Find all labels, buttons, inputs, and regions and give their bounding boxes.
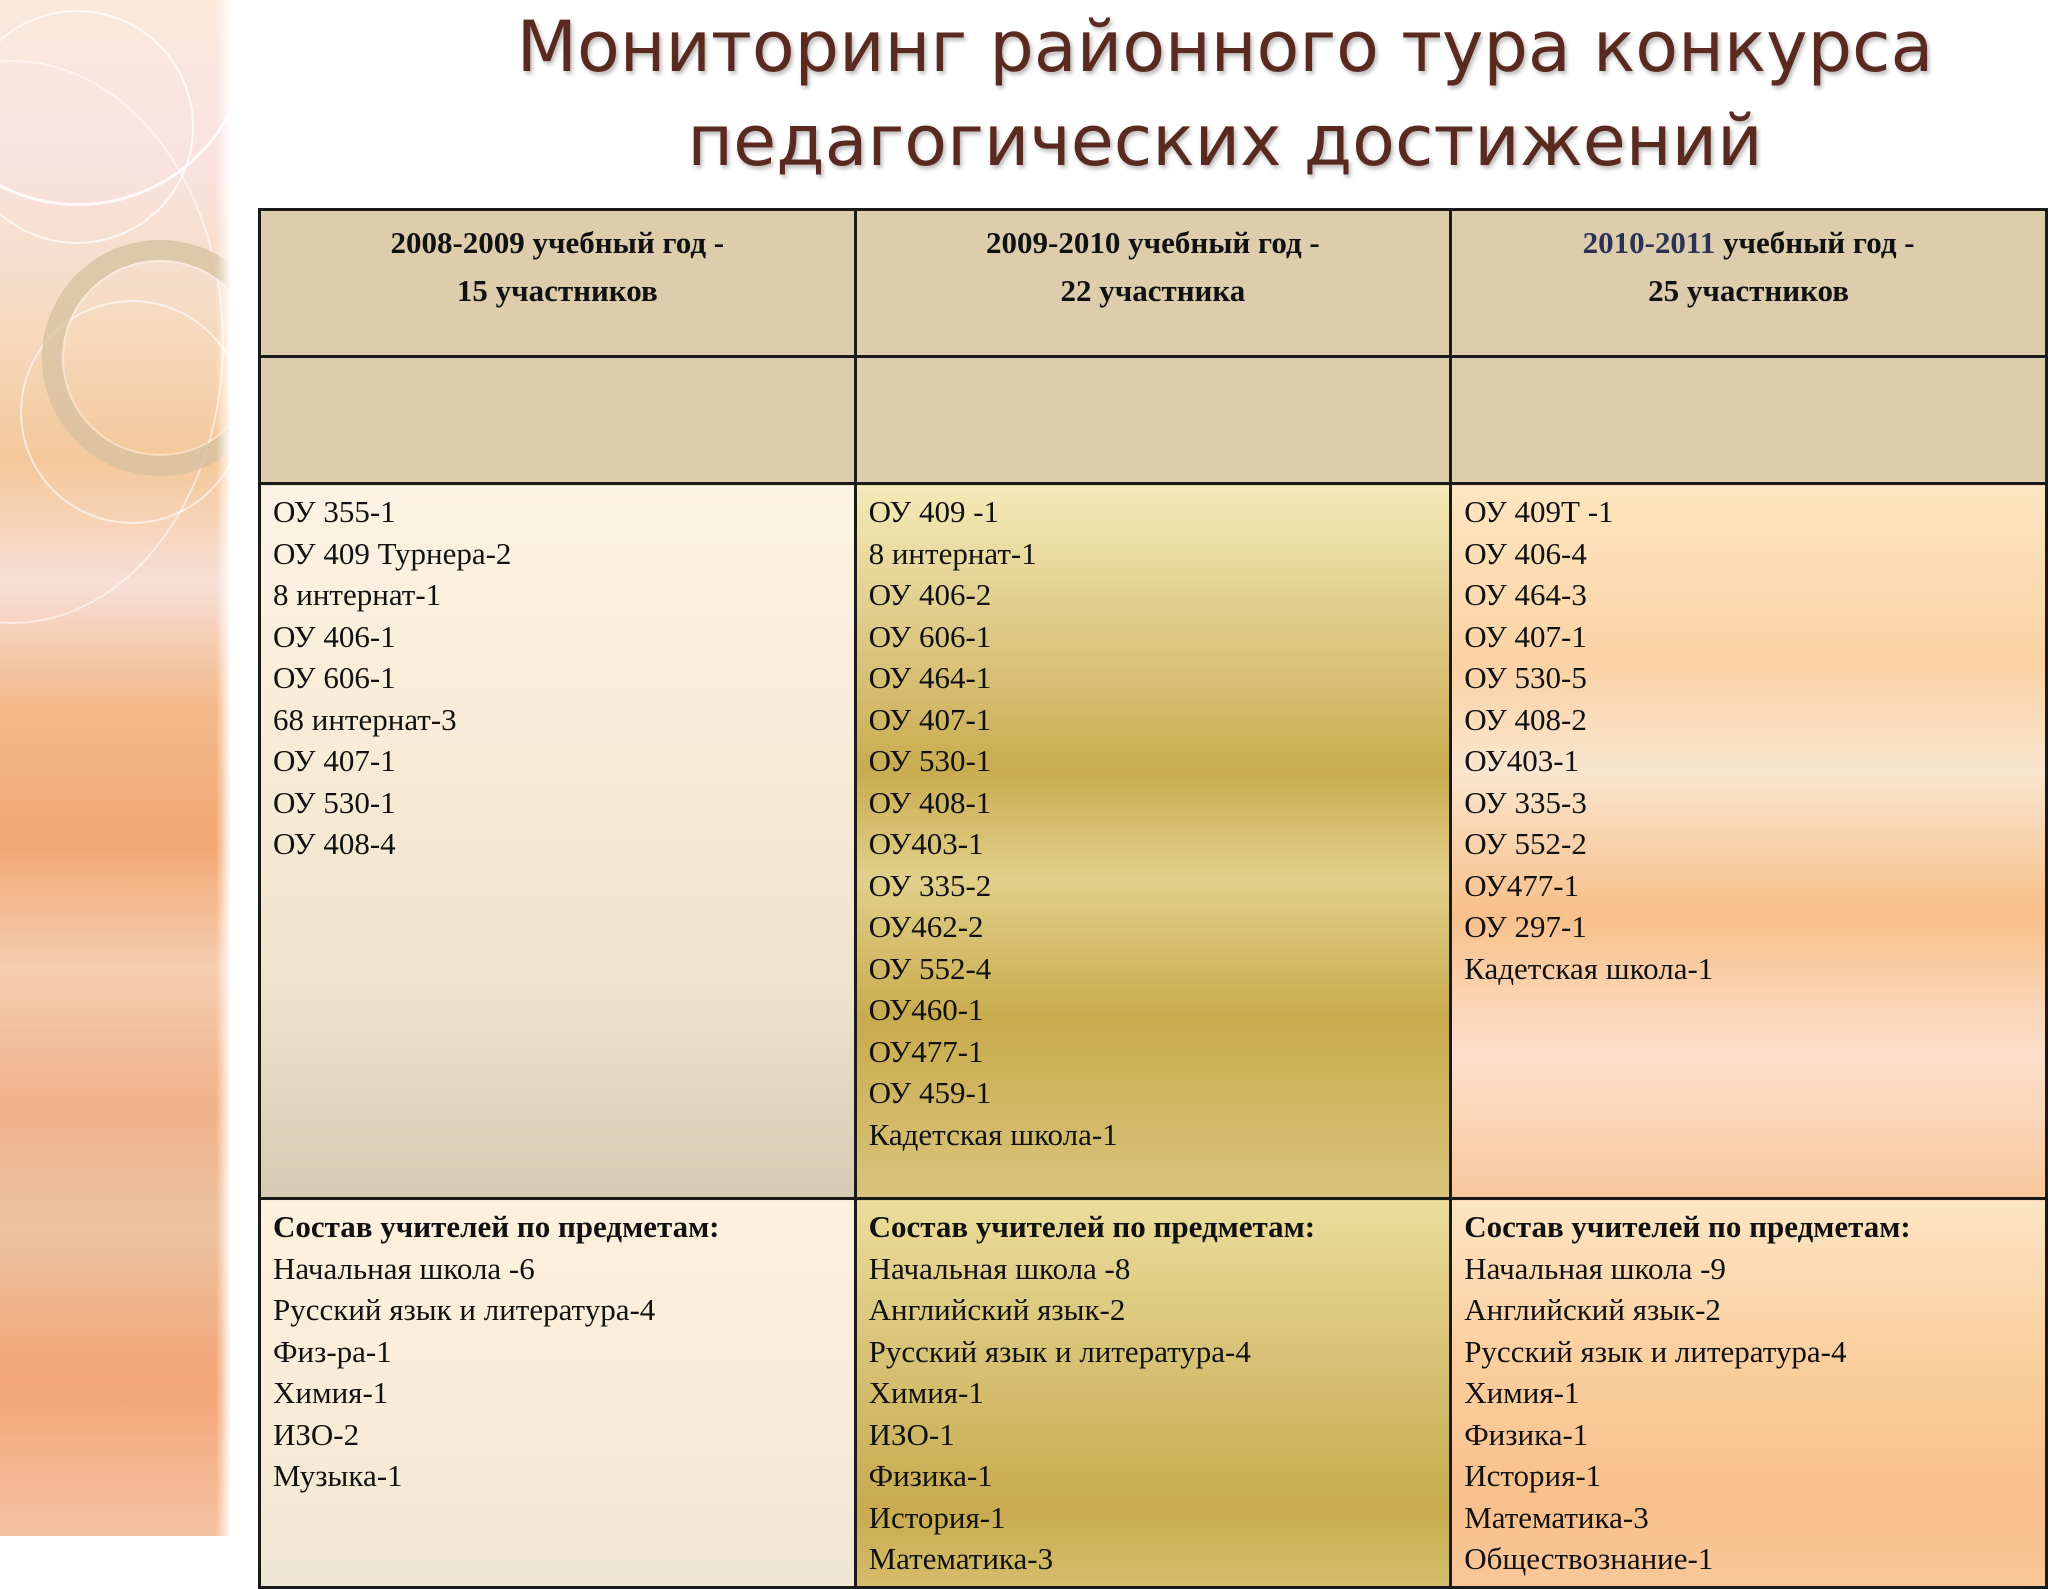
school-entry: ОУ 552-2 [1464, 826, 1587, 861]
subjects-heading: Состав учителей по предметам: [1464, 1209, 1911, 1244]
subject-entry: Физика-1 [1464, 1416, 1589, 1452]
column-header-2010-2011: 2010-2011 учебный год - 25 участников [1449, 208, 2048, 358]
school-entry: ОУ 530-1 [868, 743, 992, 778]
subject-entry: Химия-1 [868, 1375, 984, 1410]
school-entry: ОУ 464-3 [1464, 577, 1587, 612]
schools-list-2008-2009: ОУ 355-1 ОУ 409 Турнера-2 8 интернат-1 ОУ 4… [258, 482, 857, 1200]
subject-entry: Обществознание-1 [1464, 1541, 1714, 1576]
subject-entry: Химия-1 [273, 1375, 389, 1410]
column-year: 2010-2011 [1582, 225, 1716, 260]
subject-entry: История-1 [1464, 1458, 1602, 1493]
school-entry: 8 интернат-1 [273, 577, 442, 612]
schools-list-2009-2010: ОУ 409 -1 8 интернат-1 ОУ 406-2 ОУ 606-1 ОУ … [853, 482, 1453, 1200]
subject-entry: ИЗО-1 [868, 1416, 955, 1452]
school-entry: ОУ 408-1 [868, 784, 992, 820]
column-participants: 15 участников [456, 273, 658, 308]
page-title: Мониторинг районного тура конкурса педаг… [370, 0, 2048, 188]
school-entry: ОУ 297-1 [1464, 909, 1587, 944]
column-year-suffix: учебный год - [1120, 225, 1320, 260]
subject-entry: Начальная школа -8 [868, 1250, 1131, 1286]
empty-cell [853, 355, 1453, 485]
subject-entry: Русский язык и литература-4 [273, 1292, 656, 1327]
column-header-2008-2009: 2008-2009 учебный год - 15 участников [258, 208, 857, 358]
subject-entry: Начальная школа -6 [273, 1250, 535, 1286]
subject-entry: Музыка-1 [273, 1458, 403, 1493]
subject-entry: Физика-1 [868, 1458, 993, 1493]
school-entry: ОУ 530-5 [1464, 660, 1587, 695]
column-year-suffix: учебный год - [1715, 225, 1915, 260]
school-entry: Кадетская школа-1 [1464, 950, 1714, 986]
column-header-2009-2010: 2009-2010 учебный год - 22 участника [853, 208, 1453, 358]
school-entry: ОУ 552-4 [868, 950, 992, 986]
table-header-row: 2008-2009 учебный год - 15 участников 20… [258, 208, 2048, 358]
column-year: 2008-2009 [390, 225, 525, 260]
school-entry: ОУ 406-1 [273, 618, 396, 654]
column-year-suffix: учебный год - [524, 225, 725, 260]
school-entry: ОУ462-2 [868, 909, 984, 944]
school-entry: ОУ 409 -1 [868, 494, 1000, 529]
school-entry: ОУ 606-1 [273, 660, 396, 695]
subject-entry: Физ-ра-1 [273, 1333, 392, 1369]
school-entry: ОУ460-1 [868, 992, 984, 1027]
subject-entry: Химия-1 [1464, 1375, 1580, 1410]
subject-entry: Математика-3 [1464, 1499, 1649, 1535]
page-title-line-2: педагогических достижений [687, 100, 1763, 182]
school-entry: ОУ 530-1 [273, 784, 396, 820]
school-entry: ОУ 335-2 [868, 867, 992, 903]
column-participants: 22 участника [1060, 273, 1246, 308]
subjects-heading: Состав учителей по предметам: [273, 1209, 720, 1244]
school-entry: ОУ 408-2 [1464, 701, 1587, 737]
table-empty-row [258, 355, 2048, 485]
subject-entry: Русский язык и литература-4 [868, 1333, 1251, 1369]
empty-cell [1449, 355, 2048, 485]
subject-entry: Английский язык-2 [1464, 1292, 1721, 1327]
subject-entry: ИЗО-2 [273, 1416, 360, 1452]
monitoring-table: 2008-2009 учебный год - 15 участников 20… [258, 208, 2048, 1589]
school-entry: ОУ477-1 [1464, 867, 1580, 903]
school-entry: ОУ 409Т -1 [1464, 494, 1614, 529]
school-entry: ОУ 409 Турнера-2 [273, 535, 512, 571]
subjects-heading: Состав учителей по предметам: [868, 1209, 1316, 1244]
schools-list-2010-2011: ОУ 409Т -1 ОУ 406-4 ОУ 464-3 ОУ 407-1 ОУ 530… [1449, 482, 2048, 1200]
school-entry: ОУ403-1 [1464, 743, 1580, 778]
school-entry: ОУ 406-2 [868, 577, 992, 612]
subjects-list-2010-2011: Состав учителей по предметам: Начальная ш… [1449, 1197, 2048, 1589]
page-title-line-1: Мониторинг районного тура конкурса [516, 6, 1934, 88]
school-entry: ОУ477-1 [868, 1033, 984, 1069]
school-entry: ОУ403-1 [868, 826, 984, 861]
school-entry: ОУ 407-1 [1464, 618, 1587, 654]
school-entry: ОУ 459-1 [868, 1075, 992, 1110]
subject-entry: Начальная школа -9 [1464, 1250, 1726, 1286]
subjects-list-2009-2010: Состав учителей по предметам: Начальная ш… [853, 1197, 1453, 1589]
school-entry: 68 интернат-3 [273, 701, 457, 737]
school-entry: 8 интернат-1 [868, 535, 1037, 571]
school-entry: ОУ 406-4 [1464, 535, 1587, 571]
school-entry: ОУ 464-1 [868, 660, 992, 695]
subjects-list-2008-2009: Состав учителей по предметам: Начальная ш… [258, 1197, 857, 1589]
empty-cell [258, 355, 857, 485]
subject-entry: История-1 [868, 1499, 1006, 1535]
subjects-row: Состав учителей по предметам: Начальная ш… [258, 1197, 2048, 1589]
subject-entry: Математика-3 [868, 1541, 1054, 1576]
school-entry: ОУ 606-1 [868, 618, 992, 654]
column-participants: 25 участников [1648, 273, 1850, 308]
decorative-side-strip [0, 0, 230, 1536]
school-entry: Кадетская школа-1 [868, 1116, 1118, 1152]
school-entry: ОУ 335-3 [1464, 784, 1587, 820]
school-entry: ОУ 355-1 [273, 494, 396, 529]
school-entry: ОУ 408-4 [273, 826, 396, 861]
column-year: 2009-2010 [986, 225, 1121, 260]
decorative-edge-fade [216, 0, 230, 1536]
schools-row: ОУ 355-1 ОУ 409 Турнера-2 8 интернат-1 ОУ 4… [258, 482, 2048, 1200]
subject-entry: Русский язык и литература-4 [1464, 1333, 1847, 1369]
school-entry: ОУ 407-1 [868, 701, 992, 737]
school-entry: ОУ 407-1 [273, 743, 396, 778]
subject-entry: Английский язык-2 [868, 1292, 1126, 1327]
